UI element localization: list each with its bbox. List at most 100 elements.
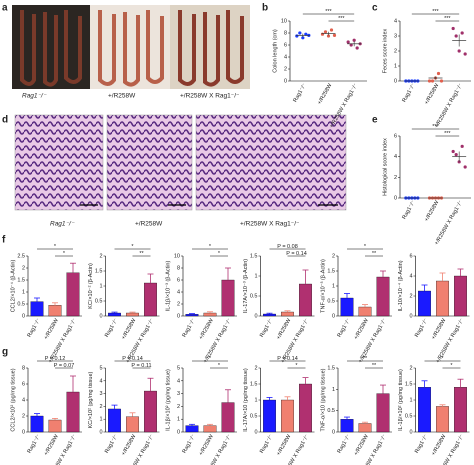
y-tick-label: 1 (332, 283, 335, 289)
data-point (436, 71, 441, 76)
data-point (430, 79, 435, 83)
y-tick-label: 2 (99, 404, 102, 410)
bar (340, 297, 354, 317)
y-tick-label: 10 (174, 253, 180, 259)
data-point (427, 79, 432, 83)
sig-label: ** (372, 251, 377, 257)
bar (48, 419, 62, 433)
sig-label: * (209, 356, 212, 362)
y-tick-label: 1 (22, 289, 25, 295)
y-tick-label: 4 (409, 273, 412, 279)
y-tick-label: 3 (394, 33, 397, 39)
sig-label: ** (139, 251, 144, 257)
x-tick-label: +/R258W (276, 317, 293, 341)
y-tick-label: 1 (254, 397, 257, 403)
y-axis-label: KC/×10² (pg/mg tissue) (88, 371, 94, 428)
bar (454, 387, 467, 433)
y-tick-label: 1 (99, 283, 102, 289)
x-tick-label: +/R258W (353, 317, 370, 341)
y-tick-label: 2.5 (17, 253, 25, 259)
y-tick-label: 4 (394, 154, 397, 160)
y-tick-label: 0 (99, 313, 102, 319)
y-axis-label: IL-10/×10⁻⁴ (β-Actin) (397, 260, 404, 311)
data-point (346, 40, 350, 44)
x-tick-label: Rag1⁻/⁻ (414, 434, 429, 455)
sig-label: P = 0.14 (286, 251, 307, 257)
x-tick-label: Rag1⁻/⁻ (259, 434, 274, 455)
sig-label: P = 0.12 (45, 356, 66, 362)
y-tick-label: 2 (284, 66, 287, 72)
y-tick-label: 4 (177, 289, 180, 295)
y-tick-label: 0 (254, 429, 257, 435)
sig-label: * (209, 244, 212, 250)
panel-label: e (372, 115, 378, 126)
y-tick-label: 1.5 (327, 268, 335, 274)
y-tick-label: 8 (177, 265, 180, 271)
data-point (451, 26, 455, 31)
x-tick-label: +/R258W (43, 433, 60, 457)
sig-label: * (54, 244, 57, 250)
y-tick-label: 2 (394, 175, 397, 181)
y-tick-label: 1 (332, 387, 335, 393)
sig-label: * (218, 363, 221, 369)
x-tick-label: +/R258W X Rag1⁻/⁻ (434, 200, 464, 247)
y-tick-label: 2 (409, 293, 412, 299)
sig-label: P = 0.08 (277, 244, 298, 250)
data-point (298, 31, 302, 35)
y-tick-label: 0.5 (95, 298, 103, 304)
y-tick-label: 2 (332, 253, 335, 259)
sig-label: P = 0.14 (277, 356, 298, 362)
bar (144, 282, 157, 317)
y-tick-label: 6 (409, 253, 412, 259)
data-point (460, 31, 464, 35)
data-point (355, 46, 359, 50)
x-tick-label: +/R258W (317, 82, 334, 106)
y-tick-label: 6 (22, 381, 25, 387)
bar (436, 280, 449, 317)
y-tick-label: 1 (177, 417, 180, 423)
y-tick-label: 6 (394, 133, 397, 139)
data-point (454, 153, 458, 157)
y-tick-label: 8 (22, 365, 25, 371)
x-tick-label: Rag1⁻/⁻ (182, 318, 197, 339)
x-tick-label: Rag1⁻/⁻ (27, 434, 42, 455)
histology-photo (14, 114, 347, 211)
bar (358, 306, 372, 317)
sig-label: *** (444, 16, 451, 22)
y-tick-label: 1.5 (250, 253, 258, 259)
y-axis-label: Histological score index (382, 138, 388, 196)
y-tick-label: 0 (409, 429, 412, 435)
y-tick-label: 0 (22, 429, 25, 435)
y-tick-label: 5 (99, 365, 102, 371)
sig-label: *** (432, 124, 439, 130)
colon-photo (12, 5, 250, 89)
bar (126, 312, 139, 317)
data-point (460, 144, 464, 148)
x-tick-label: +/R258W (431, 317, 448, 341)
y-tick-label: 1.5 (95, 268, 103, 274)
y-tick-label: 4 (177, 378, 180, 384)
y-axis-label: IL-1β/×10⁻³ (β-Actin) (165, 261, 171, 312)
bar (454, 275, 467, 317)
bar (281, 399, 294, 433)
bar (66, 391, 80, 433)
sig-label: * (441, 356, 444, 362)
panel-label: a (2, 3, 8, 14)
y-tick-label: 1.5 (17, 277, 25, 283)
y-tick-label: 0.5 (405, 413, 413, 419)
x-tick-label: Rag1⁻/⁻ (27, 318, 42, 339)
y-tick-label: 0.5 (327, 408, 335, 414)
y-tick-label: 0 (394, 195, 397, 201)
y-tick-label: 0 (177, 429, 180, 435)
data-point (323, 30, 328, 34)
x-tick-label: Rag1⁻/⁻ (104, 434, 119, 455)
y-axis-label: IL-17A/×10 (pg/mg tissue) (243, 368, 249, 432)
x-tick-label: Rag1⁻/⁻ (337, 318, 352, 339)
panel-label: f (2, 235, 6, 246)
bar (126, 416, 139, 433)
data-point (352, 38, 356, 42)
y-tick-label: 1 (254, 273, 257, 279)
sig-label: *** (444, 131, 451, 137)
